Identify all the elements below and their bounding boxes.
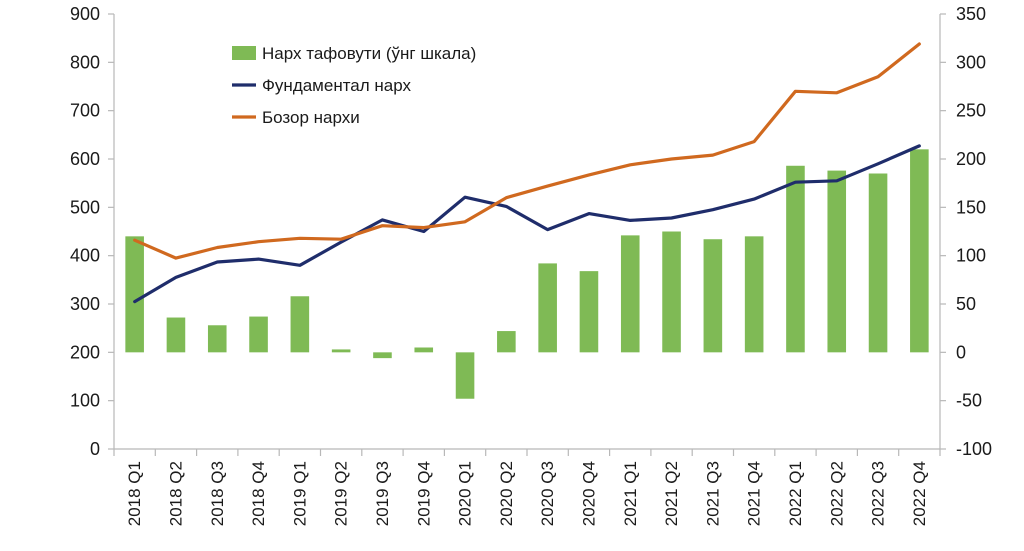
bar (249, 316, 268, 353)
bar (786, 165, 805, 353)
category-label: 2019 Q4 (414, 461, 433, 526)
category-label: 2019 Q3 (373, 461, 392, 526)
category-label: 2022 Q4 (910, 461, 929, 526)
category-label: 2020 Q2 (497, 461, 516, 526)
legend: Нарх тафовути (ўнг шкала) Фундаментал нар… (232, 44, 476, 127)
left-tick-label: 800 (70, 52, 100, 72)
bar (497, 331, 516, 353)
bar (868, 173, 888, 353)
left-tick-label: 700 (70, 101, 100, 121)
right-tick-label: 300 (956, 52, 986, 72)
bar (455, 352, 475, 399)
bar (166, 317, 186, 353)
category-label: 2019 Q2 (332, 461, 351, 526)
bar-series (125, 149, 929, 399)
category-label: 2019 Q1 (290, 461, 309, 526)
bar (331, 349, 351, 353)
category-labels: 2018 Q1 2018 Q2 2018 Q3 2018 Q4 2019 Q1 2019 … (125, 461, 929, 526)
bar (579, 271, 599, 353)
bar (662, 231, 681, 353)
category-label: 2022 Q2 (827, 461, 846, 526)
bar (538, 263, 557, 353)
bar (414, 347, 434, 353)
category-label: 2018 Q1 (125, 461, 144, 526)
category-label: 2021 Q3 (703, 461, 722, 526)
category-label: 2018 Q4 (249, 461, 268, 526)
bar (910, 149, 929, 353)
bar (744, 236, 764, 353)
left-tick-label: 300 (70, 294, 100, 314)
legend-label: Нарх тафовути (ўнг шкала) (262, 44, 476, 63)
right-tick-label: -50 (956, 391, 982, 411)
bar (373, 352, 392, 359)
left-tick-label: 400 (70, 246, 100, 266)
category-label: 2020 Q4 (579, 461, 598, 526)
right-tick-label: 250 (956, 101, 986, 121)
left-tick-label: 100 (70, 391, 100, 411)
category-label: 2021 Q1 (621, 461, 640, 526)
category-label: 2022 Q3 (869, 461, 888, 526)
bar (703, 239, 723, 353)
category-label: 2021 Q4 (745, 461, 764, 526)
right-tick-label: 100 (956, 246, 986, 266)
left-tick-label: 900 (70, 4, 100, 24)
category-label: 2020 Q1 (456, 461, 475, 526)
category-label: 2021 Q2 (662, 461, 681, 526)
left-tick-label: 200 (70, 342, 100, 362)
bar (125, 236, 144, 353)
legend-label: Бозор нархи (262, 108, 360, 127)
left-tick-label: 500 (70, 197, 100, 217)
right-tick-label: -100 (956, 439, 992, 459)
legend-label: Фундаментал нарх (262, 76, 412, 95)
chart-axes (113, 14, 941, 456)
right-tick-label: 350 (956, 4, 986, 24)
bar (207, 325, 227, 353)
category-label: 2018 Q3 (208, 461, 227, 526)
right-tick-label: 0 (956, 342, 966, 362)
category-label: 2018 Q2 (166, 461, 185, 526)
bar (290, 296, 310, 353)
right-axis-ticks: -100 -50 0 50 100 150 200 250 300 350 (940, 4, 992, 459)
right-tick-label: 150 (956, 197, 986, 217)
left-tick-label: 0 (90, 439, 100, 459)
bar (620, 235, 640, 353)
legend-swatch-bar (232, 46, 256, 60)
left-axis-ticks: 0 100 200 300 400 500 600 700 800 900 (70, 4, 114, 459)
left-tick-label: 600 (70, 149, 100, 169)
fundamental-price-line (133, 144, 921, 304)
line-series (133, 42, 921, 304)
right-tick-label: 200 (956, 149, 986, 169)
category-label: 2020 Q3 (538, 461, 557, 526)
right-tick-label: 50 (956, 294, 976, 314)
category-label: 2022 Q1 (786, 461, 805, 526)
bar (827, 170, 847, 353)
market-price-line (133, 42, 921, 260)
